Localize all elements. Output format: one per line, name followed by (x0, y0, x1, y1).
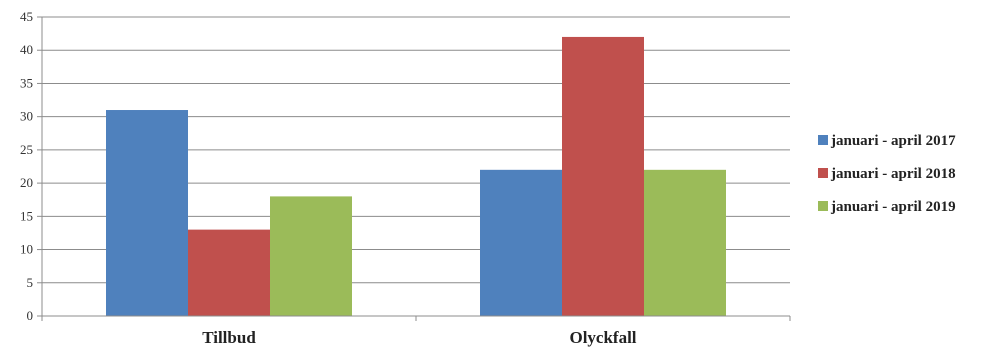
y-tick-label: 40 (20, 42, 33, 57)
legend-label: januari - april 2017 (830, 133, 956, 149)
y-tick-label: 20 (20, 175, 33, 190)
bar (480, 169, 562, 316)
bar (188, 229, 270, 316)
bars (106, 36, 726, 317)
axes (37, 16, 791, 321)
legend-swatch (818, 168, 828, 178)
y-tick-label: 25 (20, 142, 33, 157)
y-tick-label: 5 (27, 275, 34, 290)
legend-label: januari - april 2018 (830, 166, 956, 182)
legend-swatch (818, 201, 828, 211)
y-tick-label: 30 (20, 109, 33, 124)
y-tick-label: 35 (20, 75, 33, 90)
y-tick-labels: 0 5 10 15 20 25 30 35 40 45 (20, 9, 33, 323)
category-label: Tillbud (202, 328, 256, 347)
legend: januari - april 2017 januari - april 2018… (818, 133, 956, 215)
bar (644, 169, 726, 316)
legend-swatch (818, 135, 828, 145)
y-tick-label: 15 (20, 208, 33, 223)
bar (562, 36, 644, 316)
y-tick-label: 10 (20, 242, 33, 257)
category-labels: Tillbud Olyckfall (202, 328, 637, 347)
bar (270, 196, 352, 316)
bar (106, 110, 188, 317)
y-tick-label: 0 (27, 308, 34, 323)
category-label: Olyckfall (569, 328, 636, 347)
y-tick-label: 45 (20, 9, 33, 24)
legend-label: januari - april 2019 (830, 199, 956, 215)
